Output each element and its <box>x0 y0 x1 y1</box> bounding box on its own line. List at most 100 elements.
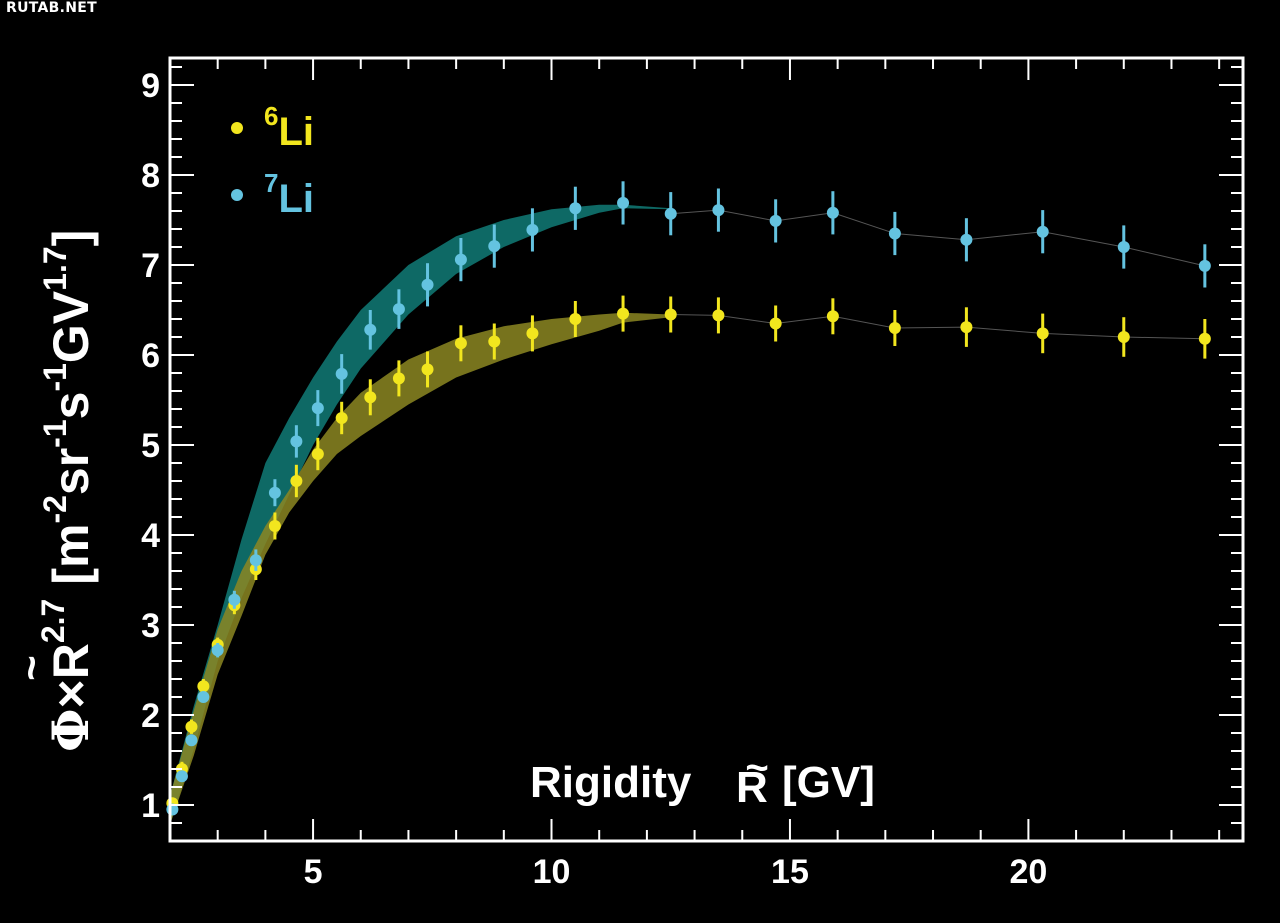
data-point-6li <box>712 297 725 334</box>
watermark: RUTAB.NET <box>6 0 97 16</box>
legend-6li-mass: 6 <box>264 101 278 131</box>
y-tick-label: 5 <box>141 427 160 465</box>
x-axis-tilde: ~ <box>745 746 768 790</box>
x-axis-title-text: Rigidity <box>530 758 692 807</box>
data-point-7li <box>175 770 188 783</box>
marker <box>569 313 582 325</box>
plot-frame <box>168 56 1245 843</box>
data-point-6li <box>268 512 281 540</box>
marker <box>290 475 303 487</box>
data-point-7li <box>664 192 677 236</box>
y-tick-label: 8 <box>141 157 160 195</box>
marker <box>175 770 188 783</box>
y-tick-label: 9 <box>141 67 160 105</box>
y-tick-label: 4 <box>141 517 160 555</box>
x-tick-label: 10 <box>533 853 571 891</box>
data-point-7li <box>712 188 725 232</box>
svg-text:6Li: 6Li <box>264 101 314 154</box>
data-point-6li <box>569 301 582 337</box>
marker <box>488 240 501 253</box>
marker <box>364 391 377 404</box>
marker <box>421 363 434 376</box>
marker <box>526 327 539 340</box>
data-point-6li <box>488 323 501 360</box>
model-bands <box>170 204 671 825</box>
data-point-7li <box>826 191 839 235</box>
data-point-7li <box>454 238 467 282</box>
data-point-7li <box>211 643 224 658</box>
x-axis-unit: [GV] <box>782 758 875 807</box>
x-tick-label: 5 <box>304 853 323 891</box>
y-tick-label: 2 <box>141 697 160 735</box>
svg-text:Rigidity: Rigidity <box>530 758 692 807</box>
marker <box>712 204 725 217</box>
band-7li <box>170 204 671 825</box>
marker <box>617 307 630 320</box>
marker <box>488 335 501 348</box>
marker <box>569 202 582 215</box>
marker <box>712 309 725 322</box>
marker <box>268 486 281 499</box>
data-point-7li <box>1117 225 1130 269</box>
data-point-6li <box>769 305 782 342</box>
marker <box>185 734 198 747</box>
legend: 6Li 7Li <box>231 101 314 221</box>
data-point-7li <box>228 590 241 609</box>
data-point-6li <box>185 719 198 734</box>
marker <box>1117 241 1130 253</box>
data-point-7li <box>268 479 281 507</box>
marker <box>249 554 262 567</box>
y-tick-label: 7 <box>141 247 160 285</box>
data-point-6li <box>826 298 839 335</box>
legend-marker-6li <box>231 122 243 134</box>
marker <box>826 206 839 219</box>
marker <box>311 402 324 415</box>
data-point-6li <box>335 401 348 435</box>
axis-ticks: 5 10 15 20 1 2 3 4 5 6 7 8 9 <box>141 58 1243 891</box>
data-point-6li <box>421 351 434 388</box>
marker <box>268 520 281 532</box>
marker <box>1198 332 1211 345</box>
marker <box>185 720 198 733</box>
y-tick-label: 1 <box>141 787 160 825</box>
svg-text:7Li: 7Li <box>264 168 314 221</box>
marker <box>364 323 377 336</box>
legend-6li-label: Li <box>278 110 314 154</box>
data-point-7li <box>1198 244 1211 288</box>
marker <box>960 321 973 334</box>
data-point-6li <box>1117 317 1130 357</box>
marker <box>228 593 241 606</box>
marker <box>392 372 405 385</box>
legend-marker-7li <box>231 189 243 201</box>
data-point-6li <box>311 437 324 471</box>
data-point-7li <box>617 181 630 225</box>
data-points <box>166 181 1211 816</box>
data-point-7li <box>185 734 198 747</box>
marker <box>1036 327 1049 340</box>
marker <box>888 322 901 334</box>
data-point-7li <box>1036 210 1049 254</box>
marker <box>454 253 467 266</box>
y-tick-label: 3 <box>141 607 160 645</box>
data-point-7li <box>888 211 901 256</box>
marker <box>888 227 901 240</box>
y-axis-title: Φ×R2.7[m-2sr-1s-1GV1.7] ~ <box>7 230 100 752</box>
data-point-7li <box>335 354 348 394</box>
marker <box>769 214 782 227</box>
marker <box>335 367 348 380</box>
data-point-6li <box>526 315 539 352</box>
data-point-7li <box>421 263 434 307</box>
marker <box>211 644 224 657</box>
marker <box>769 317 782 330</box>
legend-7li-label: Li <box>278 177 314 221</box>
x-axis-title: Rigidity ~ R [GV] <box>530 746 875 812</box>
data-point-6li <box>364 379 377 416</box>
y-tick-label: 6 <box>141 337 160 375</box>
marker <box>1198 259 1211 272</box>
data-point-6li <box>960 307 973 347</box>
data-point-7li <box>364 310 377 350</box>
data-point-7li <box>197 691 210 703</box>
data-point-6li <box>617 295 630 332</box>
marker <box>826 310 839 323</box>
band-6li <box>170 312 671 825</box>
